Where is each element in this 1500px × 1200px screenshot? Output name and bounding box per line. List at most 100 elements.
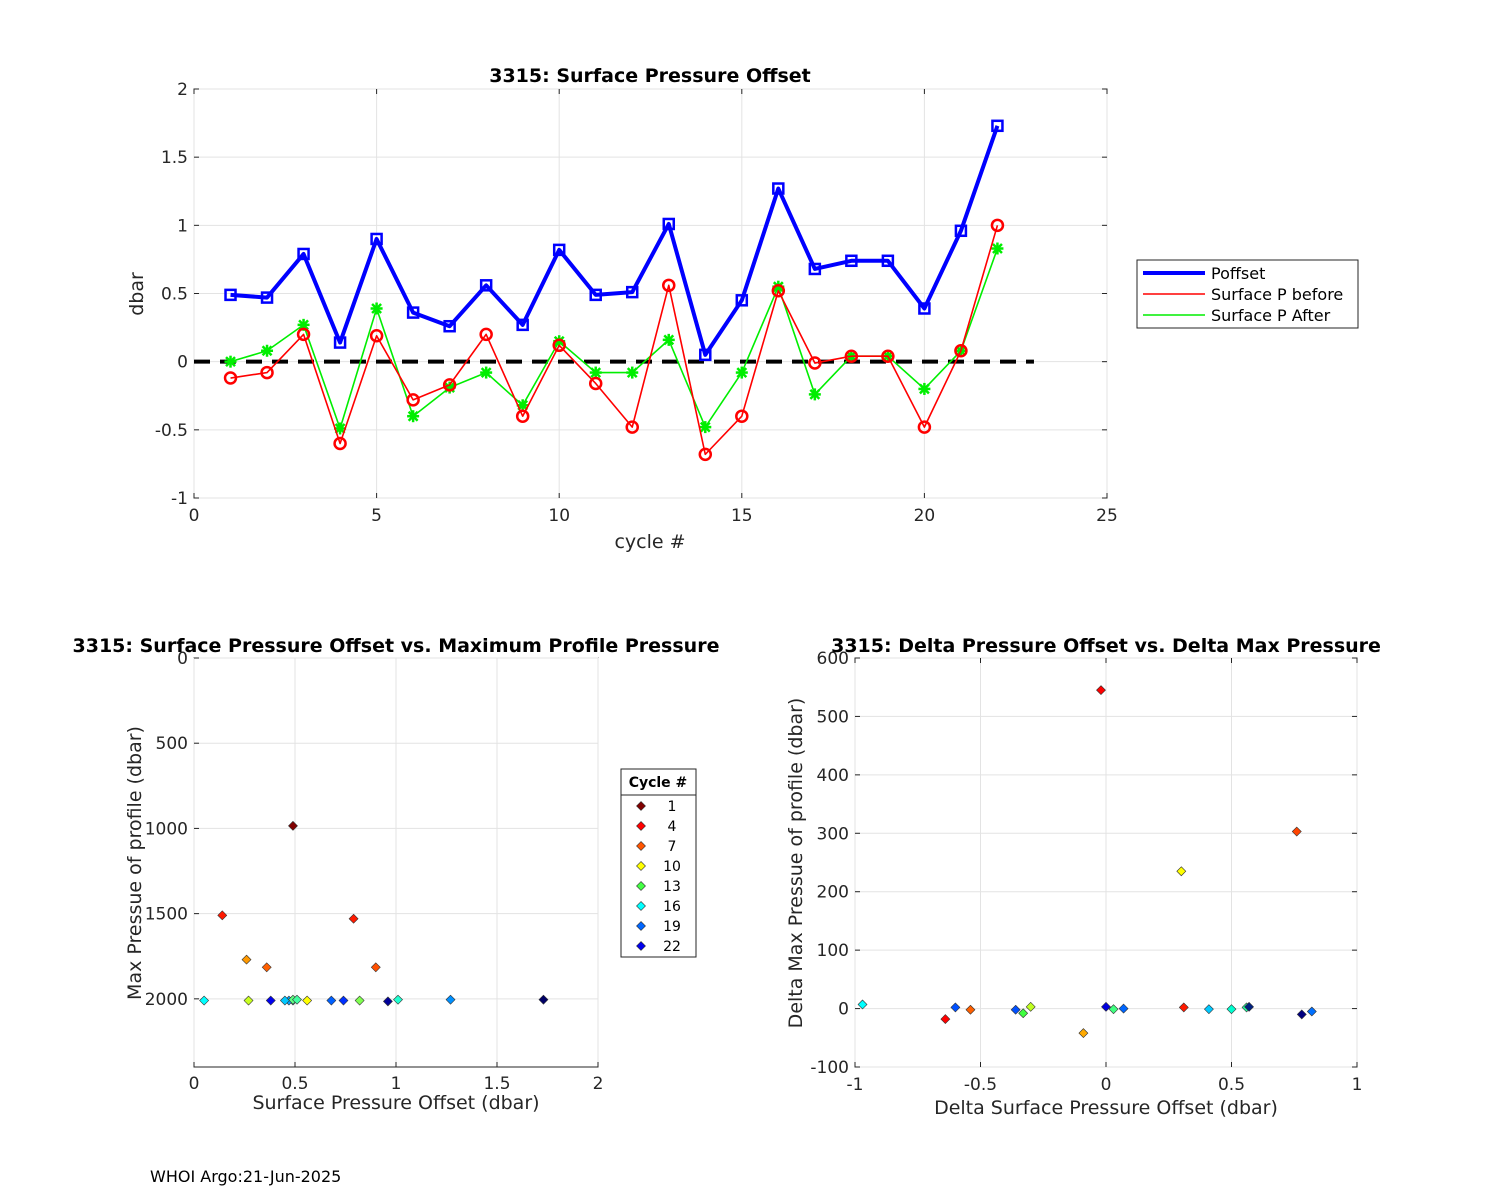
legend-label: 22 xyxy=(663,939,681,955)
x-axis-label: cycle # xyxy=(614,531,685,553)
offset-vs-max-pressure-chart: 0 0.5 1 1.5 2 0 500 1000 1500 2000 3315: Surface … xyxy=(73,635,720,1114)
surface-p-before-point xyxy=(771,284,786,298)
y-tick-label: 300 xyxy=(817,824,849,844)
surface-p-before-point xyxy=(260,365,274,380)
y-axis-label: Max Pressue of profile (dbar) xyxy=(124,726,146,1000)
y-tick-label: 1 xyxy=(177,216,188,236)
poffset-point xyxy=(991,119,1004,133)
marker-stroke xyxy=(225,356,236,368)
x-tick-label: 20 xyxy=(914,506,936,526)
y-tick-label: 0.5 xyxy=(161,285,188,305)
surface-p-before-point xyxy=(406,393,420,407)
legend-label: 16 xyxy=(663,899,681,915)
y-tick-label: 1000 xyxy=(145,819,188,839)
y-tick-label: 0 xyxy=(177,353,188,373)
data-point xyxy=(348,913,359,924)
cycle-legend: Cycle # 1 4 7 10 13 16 19 22 xyxy=(620,768,697,958)
legend-marker xyxy=(636,801,646,811)
data-point xyxy=(243,995,254,1006)
y-tick-label: 400 xyxy=(817,766,849,786)
legend-label: 7 xyxy=(668,839,677,855)
poffset-point xyxy=(699,348,712,362)
surface-p-after-point xyxy=(735,366,748,379)
surface-p-before-point xyxy=(333,436,347,451)
surface-p-after-point xyxy=(808,388,821,401)
surface-p-before-point xyxy=(479,327,493,342)
poffset-point xyxy=(845,254,858,268)
grid xyxy=(854,657,1358,1068)
data-point xyxy=(288,820,298,831)
data-point xyxy=(940,1014,951,1025)
marker-stroke xyxy=(371,303,382,314)
x-axis-label: Delta Surface Pressure Offset (dbar) xyxy=(934,1097,1278,1119)
data-point xyxy=(1096,685,1106,696)
legend-label: 4 xyxy=(668,819,677,835)
y-tick-label: 2 xyxy=(177,80,188,100)
surface-p-before-point xyxy=(808,356,822,370)
legend-box xyxy=(620,768,697,958)
marker-stroke xyxy=(992,243,1003,254)
poffset-point xyxy=(918,302,931,315)
y-tick-label: 0 xyxy=(177,649,188,669)
poffset-point xyxy=(552,243,566,257)
legend-marker xyxy=(636,941,646,951)
y-tick-label: -100 xyxy=(810,1058,849,1078)
legend: Poffset Surface P before Surface P After xyxy=(1136,259,1359,329)
x-tick-label: 0.5 xyxy=(281,1074,308,1094)
surface-p-before-point xyxy=(990,218,1005,233)
marker-stroke xyxy=(553,335,565,347)
surface-p-before-point xyxy=(515,409,530,423)
poffset-point xyxy=(772,182,785,195)
poffset-point xyxy=(333,336,347,349)
poffset-point xyxy=(516,318,529,332)
data-point xyxy=(1108,1004,1119,1015)
legend-marker xyxy=(636,821,646,831)
data-point xyxy=(265,995,276,1006)
marker-stroke xyxy=(626,367,638,378)
marker-stroke xyxy=(663,334,675,346)
data-point xyxy=(1018,1008,1029,1019)
poffset-point xyxy=(224,288,237,302)
data-series xyxy=(194,119,1034,462)
marker-stroke xyxy=(736,367,748,378)
legend-marker xyxy=(636,841,646,851)
axis-ticks: 0 5 10 15 20 25 -1 -0.5 0 0.5 1 1.5 2 xyxy=(155,80,1118,526)
data-point xyxy=(1226,1004,1237,1015)
data-point xyxy=(1178,1002,1189,1013)
data-point xyxy=(1101,1001,1111,1012)
poffset-point xyxy=(370,232,383,246)
surface-pressure-offset-chart: 0 5 10 15 20 25 -1 -0.5 0 0.5 1 1.5 2 3315: Surface … xyxy=(126,65,1359,553)
marker-stroke xyxy=(334,423,346,434)
data-point xyxy=(965,1004,976,1015)
data-point xyxy=(1203,1004,1214,1015)
surface-p-after-point xyxy=(370,302,383,315)
y-tick-label: 100 xyxy=(817,941,849,961)
surface-p-after-point xyxy=(662,333,675,346)
y-tick-label: 200 xyxy=(817,883,849,903)
x-tick-label: 1 xyxy=(391,1074,402,1094)
surface-p-after-point xyxy=(589,366,602,379)
x-tick-label: 10 xyxy=(548,506,570,526)
y-tick-label: 500 xyxy=(156,734,188,754)
surface-p-after-point xyxy=(699,421,712,434)
surface-p-after-point xyxy=(918,382,931,395)
poffset-point xyxy=(297,247,310,261)
surface-p-before-point xyxy=(625,420,639,434)
surface-p-before-point xyxy=(954,344,968,358)
data-point xyxy=(1306,1006,1317,1017)
surface-p-before-point xyxy=(698,447,713,462)
chart-title: 3315: Surface Pressure Offset vs. Maximu… xyxy=(73,635,720,657)
legend-label: Surface P before xyxy=(1211,285,1343,304)
axis-ticks: -1 -0.5 0 0.5 1 -100 0 100 200 300 400 500 600 xyxy=(810,649,1362,1095)
legend-marker xyxy=(636,901,646,911)
marker-stroke xyxy=(590,367,602,378)
data-point xyxy=(241,954,252,965)
poffset-point xyxy=(881,254,895,268)
y-tick-label: 600 xyxy=(817,649,849,669)
legend-label: 19 xyxy=(663,919,681,935)
poffset-point xyxy=(662,217,676,231)
surface-p-after-point xyxy=(626,366,639,379)
data-point xyxy=(370,962,381,973)
footer-credit: WHOI Argo:21-Jun-2025 xyxy=(150,1167,341,1186)
y-tick-label: 0 xyxy=(838,1000,849,1020)
